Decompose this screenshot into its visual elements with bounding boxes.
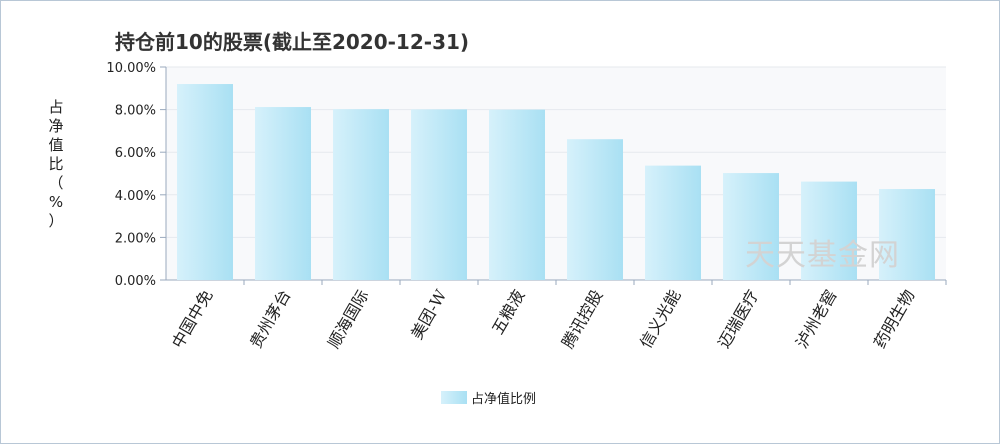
x-tick-label: 迈瑞医疗 xyxy=(714,287,762,352)
bar xyxy=(177,84,233,280)
bar xyxy=(411,109,467,281)
x-tick-label: 美团-W xyxy=(407,286,451,343)
y-tick-label: 4.00% xyxy=(115,189,156,204)
y-axis-label-char: 净 xyxy=(48,117,64,135)
x-tick-label: 信义光能 xyxy=(636,287,684,352)
y-tick-label: 0.00% xyxy=(115,274,156,289)
x-tick-label: 药明生物 xyxy=(870,287,918,352)
y-axis-label-char: ） xyxy=(48,212,64,230)
y-axis-label: 占净值比（%） xyxy=(46,98,66,231)
watermark: 天天基金网 xyxy=(745,238,900,273)
bar xyxy=(255,107,311,280)
y-axis-label-char: （ xyxy=(48,174,64,192)
y-tick-label: 2.00% xyxy=(115,231,156,246)
bar xyxy=(723,173,779,280)
y-tick-label: 10.00% xyxy=(106,61,156,76)
y-axis-label-char: 比 xyxy=(48,155,64,173)
legend-swatch xyxy=(441,391,467,404)
y-axis-label-char: 值 xyxy=(48,136,64,154)
bar xyxy=(801,181,857,280)
x-tick-label: 泸州老窖 xyxy=(792,287,840,352)
y-axis-label-char: % xyxy=(48,193,64,211)
chart-title: 持仓前10的股票(截止至2020-12-31) xyxy=(115,30,470,54)
x-tick-label: 腾讯控股 xyxy=(558,287,606,352)
x-tick-label: 顺海国际 xyxy=(324,287,372,352)
bar xyxy=(567,139,623,280)
x-tick-label: 贵州茅台 xyxy=(246,287,294,352)
legend-label: 占净值比例 xyxy=(471,392,537,407)
legend[interactable]: 占净值比例 xyxy=(441,388,536,407)
bar xyxy=(645,165,701,280)
x-tick-label: 五粮液 xyxy=(488,287,528,338)
y-tick-label: 8.00% xyxy=(115,104,156,119)
bar xyxy=(333,109,389,280)
x-tick-label: 中国中免 xyxy=(168,287,216,352)
bar xyxy=(489,109,545,280)
y-axis-label-char: 占 xyxy=(48,98,64,116)
y-tick-label: 6.00% xyxy=(115,146,156,161)
bar xyxy=(879,189,935,280)
